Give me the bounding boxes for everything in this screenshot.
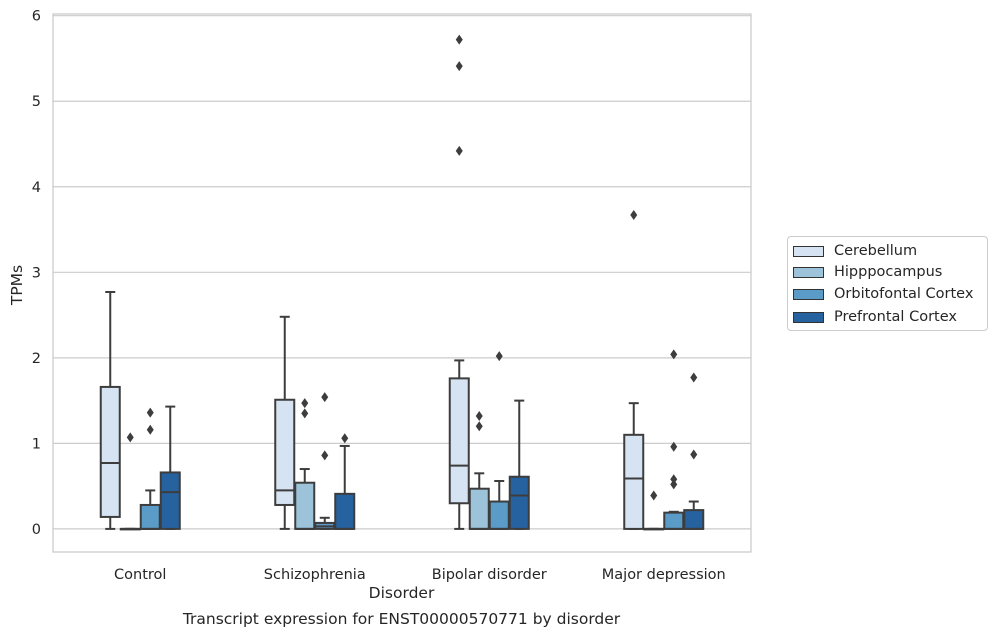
outlier-point	[650, 490, 658, 501]
box-cerebellum	[99, 290, 121, 530]
box-iqr	[468, 487, 490, 530]
plot-area	[52, 13, 752, 553]
legend-swatch	[793, 311, 824, 323]
box-hipppocampus	[468, 411, 490, 530]
box-iqr	[99, 385, 121, 518]
y-tick-label: 3	[32, 265, 41, 281]
y-tick-label: 5	[32, 94, 41, 110]
outlier-point	[146, 424, 154, 435]
outlier-point	[670, 349, 678, 360]
outlier-point	[455, 61, 463, 72]
outlier-point	[670, 441, 678, 452]
outlier-point	[301, 408, 309, 419]
box-orbitofontal-cortex	[663, 349, 685, 530]
y-axis-ticks: 0 1 2 3 4 5 6	[32, 9, 41, 538]
box-cerebellum	[274, 315, 296, 530]
box-orbitofontal-cortex	[139, 407, 161, 530]
x-tick-label: Major depression	[602, 567, 726, 583]
outlier-point	[475, 411, 483, 422]
legend-item-prefrontal-cortex: Prefrontal Cortex	[793, 307, 957, 327]
y-tick-label: 4	[32, 180, 41, 196]
legend-label: Orbitofontal Cortex	[834, 286, 974, 302]
outlier-point	[321, 392, 329, 403]
box-iqr	[448, 377, 470, 505]
outlier-point	[455, 34, 463, 45]
legend-swatch	[793, 266, 824, 278]
box-iqr	[274, 398, 296, 506]
box-iqr	[294, 481, 316, 530]
box-orbitofontal-cortex	[314, 392, 336, 530]
x-tick-label: Bipolar disorder	[432, 567, 547, 583]
box-hipppocampus	[294, 398, 316, 530]
outlier-point	[321, 450, 329, 461]
y-tick-label: 2	[32, 351, 41, 367]
legend: Cerebellum Hipppocampus Orbitofontal Cor…	[787, 236, 988, 331]
y-tick-label: 1	[32, 436, 41, 452]
y-tick-label: 0	[32, 522, 41, 538]
box-prefrontal-cortex	[334, 433, 356, 530]
legend-label: Prefrontal Cortex	[834, 309, 957, 325]
outlier-point	[670, 474, 678, 485]
outlier-point	[341, 433, 349, 444]
legend-label: Hipppocampus	[834, 264, 943, 280]
outlier-point	[455, 145, 463, 156]
box-prefrontal-cortex	[683, 372, 705, 530]
legend-label: Cerebellum	[834, 243, 918, 259]
x-tick-label: Schizophrenia	[264, 567, 366, 583]
box-iqr	[334, 492, 356, 530]
outlier-point	[126, 432, 134, 443]
x-tick-label: Control	[114, 567, 166, 583]
box-prefrontal-cortex	[159, 405, 181, 530]
box-series	[99, 34, 705, 531]
legend-item-hippocampus: Hipppocampus	[793, 262, 942, 282]
outlier-point	[690, 449, 698, 460]
box-iqr	[508, 475, 530, 530]
box-iqr	[623, 433, 645, 530]
outlier-point	[475, 421, 483, 432]
box-iqr	[683, 509, 705, 530]
chart-caption: Transcript expression for ENST0000057077…	[182, 610, 621, 628]
box-prefrontal-cortex	[508, 399, 530, 530]
legend-item-orbitofrontal-cortex: Orbitofontal Cortex	[793, 284, 973, 304]
x-axis-label: Disorder	[368, 584, 435, 602]
box-iqr	[488, 500, 510, 530]
outlier-point	[670, 479, 678, 490]
box-iqr	[663, 511, 685, 530]
legend-swatch	[793, 245, 824, 257]
legend-item-cerebellum: Cerebellum	[793, 241, 917, 261]
x-axis-ticks: Control Schizophrenia Bipolar disorder Majo…	[114, 567, 726, 583]
y-axis-label: TPMs	[8, 264, 26, 306]
outlier-point	[301, 398, 309, 409]
outlier-point	[146, 407, 154, 418]
y-tick-label: 6	[32, 9, 41, 25]
outlier-point	[495, 351, 503, 362]
box-hipppocampus	[643, 490, 665, 531]
box-iqr	[139, 503, 161, 530]
box-cerebellum	[448, 34, 470, 530]
box-cerebellum	[623, 210, 645, 530]
outlier-point	[630, 210, 638, 221]
legend-swatch	[793, 288, 824, 300]
outlier-point	[690, 372, 698, 383]
box-hipppocampus	[119, 432, 141, 531]
box-iqr	[159, 471, 181, 530]
